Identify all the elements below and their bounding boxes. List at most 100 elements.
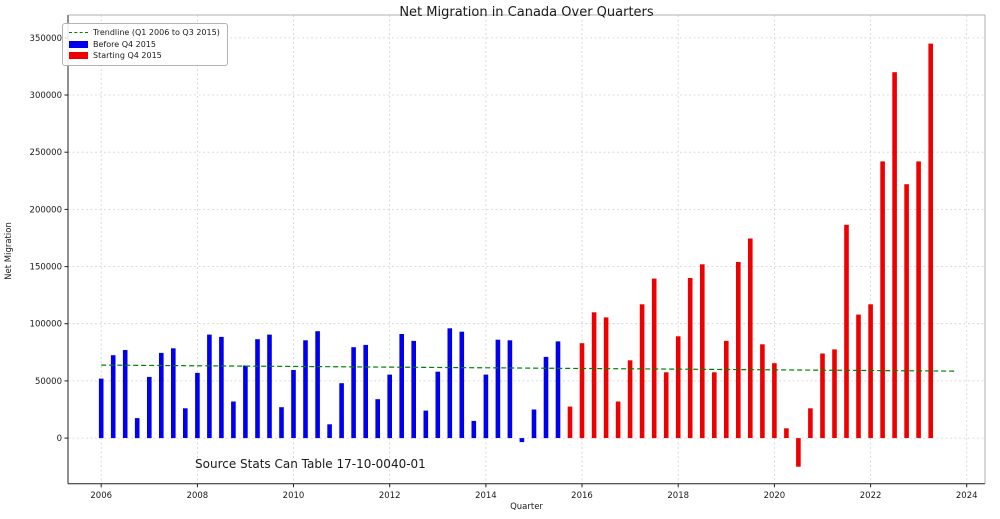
x-tick-label: 2012: [379, 491, 401, 501]
source-annotation: Source Stats Can Table 17-10-0040-01: [195, 457, 426, 471]
bar-before-q4-2015-2007-Q4: [183, 408, 188, 438]
bar-before-q4-2015-2012-Q3: [411, 340, 416, 439]
y-axis-label: Net Migration: [4, 222, 14, 280]
bar-starting-q4-2015-2021-Q3: [844, 224, 849, 438]
bar-starting-q4-2015-2021-Q1: [820, 353, 825, 439]
x-tick-label: 2018: [667, 491, 689, 501]
bar-before-q4-2015-2010-Q3: [315, 331, 320, 439]
x-tick-label: 2020: [764, 491, 786, 501]
bar-before-q4-2015-2010-Q4: [327, 424, 332, 438]
legend-before-label: Before Q4 2015: [93, 39, 156, 49]
bar-before-q4-2015-2009-Q3: [267, 334, 272, 439]
bar-before-q4-2015-2013-Q1: [435, 371, 441, 438]
bar-starting-q4-2015-2022-Q4: [904, 184, 909, 438]
bar-before-q4-2015-2011-Q3: [363, 344, 368, 439]
bar-before-q4-2015-2006-Q4: [134, 418, 140, 439]
bar-before-q4-2015-2009-Q1: [243, 365, 248, 439]
legend-item-before: Before Q4 2015: [69, 39, 220, 51]
bar-before-q4-2015-2006-Q1: [98, 378, 104, 439]
bar-starting-q4-2015-2022-Q3: [892, 72, 897, 439]
bar-before-q4-2015-2006-Q3: [122, 350, 128, 438]
bar-before-q4-2015-2010-Q2: [303, 340, 308, 439]
legend-item-trendline: Trendline (Q1 2006 to Q3 2015): [69, 27, 220, 39]
bar-starting-q4-2015-2018-Q2: [687, 278, 693, 439]
bar-starting-q4-2015-2020-Q2: [784, 428, 789, 438]
before-swatch-icon: [69, 40, 88, 48]
bar-before-q4-2015-2012-Q1: [387, 374, 392, 439]
bar-starting-q4-2015-2016-Q2: [591, 312, 597, 439]
x-axis-label: Quarter: [510, 502, 543, 512]
bar-starting-q4-2015-2020-Q4: [808, 408, 813, 438]
bar-before-q4-2015-2011-Q1: [339, 383, 344, 439]
bar-before-q4-2015-2011-Q4: [375, 399, 380, 439]
x-tick-label: 2016: [571, 491, 593, 501]
bar-before-q4-2015-2006-Q2: [110, 355, 116, 439]
x-tick-label: 2010: [283, 491, 305, 501]
legend-starting-label: Starting Q4 2015: [93, 51, 162, 60]
y-tick-label: 50000: [35, 377, 62, 387]
x-tick-label: 2008: [187, 491, 209, 501]
bar-before-q4-2015-2007-Q3: [171, 348, 176, 439]
x-tick-label: 2022: [860, 491, 882, 501]
bar-before-q4-2015-2012-Q4: [423, 410, 429, 438]
bar-before-q4-2015-2013-Q3: [459, 331, 465, 438]
bar-before-q4-2015-2008-Q3: [219, 336, 224, 439]
bar-before-q4-2015-2010-Q1: [291, 370, 296, 438]
x-tick-label: 2006: [90, 491, 112, 501]
legend: Trendline (Q1 2006 to Q3 2015) Before Q4…: [62, 23, 228, 66]
bar-before-q4-2015-2014-Q3: [507, 340, 513, 439]
bar-before-q4-2015-2013-Q4: [471, 420, 477, 439]
bar-before-q4-2015-2008-Q4: [231, 401, 236, 439]
bar-starting-q4-2015-2018-Q3: [700, 264, 705, 439]
starting-swatch-icon: [69, 52, 88, 60]
bar-before-q4-2015-2012-Q2: [399, 334, 404, 439]
bar-starting-q4-2015-2023-Q1: [916, 161, 921, 439]
x-tick-label: 2014: [475, 491, 497, 501]
y-tick-label: 100000: [30, 320, 62, 330]
bar-before-q4-2015-2015-Q2: [543, 356, 549, 439]
legend-trendline-label: Trendline (Q1 2006 to Q3 2015): [93, 28, 220, 37]
y-tick-label: 300000: [30, 91, 62, 101]
bar-starting-q4-2015-2016-Q3: [603, 317, 609, 438]
chart-title: Net Migration in Canada Over Quarters: [399, 5, 654, 20]
trendline: [101, 364, 955, 372]
bar-starting-q4-2015-2019-Q4: [760, 344, 765, 439]
y-tick-label: 250000: [30, 148, 62, 158]
bar-before-q4-2015-2008-Q1: [195, 372, 200, 439]
bar-before-q4-2015-2009-Q2: [255, 339, 260, 439]
bar-before-q4-2015-2009-Q4: [279, 407, 284, 439]
bar-starting-q4-2015-2017-Q1: [627, 360, 633, 439]
trendline-swatch-icon: [69, 32, 88, 34]
bar-starting-q4-2015-2019-Q2: [736, 262, 741, 439]
bar-before-q4-2015-2008-Q2: [207, 334, 212, 439]
bar-starting-q4-2015-2018-Q4: [712, 372, 717, 438]
y-tick-label: 0: [57, 434, 62, 444]
bar-before-q4-2015-2013-Q2: [447, 328, 453, 439]
bar-starting-q4-2015-2020-Q3: [796, 438, 801, 467]
bar-before-q4-2015-2014-Q1: [483, 374, 489, 439]
bar-starting-q4-2015-2019-Q3: [748, 238, 753, 438]
bar-starting-q4-2015-2018-Q1: [675, 336, 681, 439]
y-tick-label: 350000: [30, 34, 62, 44]
y-tick-label: 200000: [30, 205, 62, 215]
bar-before-q4-2015-2007-Q1: [147, 376, 152, 439]
bar-starting-q4-2015-2016-Q4: [615, 401, 621, 439]
y-tick-label: 150000: [30, 263, 62, 273]
bar-starting-q4-2015-2020-Q1: [772, 363, 777, 439]
bar-before-q4-2015-2011-Q2: [351, 347, 356, 439]
bar-starting-q4-2015-2015-Q4: [567, 406, 573, 438]
bar-before-q4-2015-2007-Q2: [159, 352, 164, 439]
bar-starting-q4-2015-2022-Q1: [868, 304, 873, 439]
bar-starting-q4-2015-2016-Q1: [579, 343, 585, 439]
bar-starting-q4-2015-2017-Q4: [663, 372, 669, 438]
bar-before-q4-2015-2015-Q3: [555, 341, 561, 438]
bar-starting-q4-2015-2017-Q2: [639, 304, 645, 439]
bar-before-q4-2015-2015-Q1: [531, 409, 537, 439]
bar-before-q4-2015-2014-Q2: [495, 339, 501, 438]
bar-starting-q4-2015-2022-Q2: [880, 161, 885, 439]
x-tick-label: 2024: [956, 491, 978, 501]
bar-starting-q4-2015-2017-Q3: [651, 278, 657, 439]
bar-starting-q4-2015-2021-Q4: [856, 314, 861, 439]
